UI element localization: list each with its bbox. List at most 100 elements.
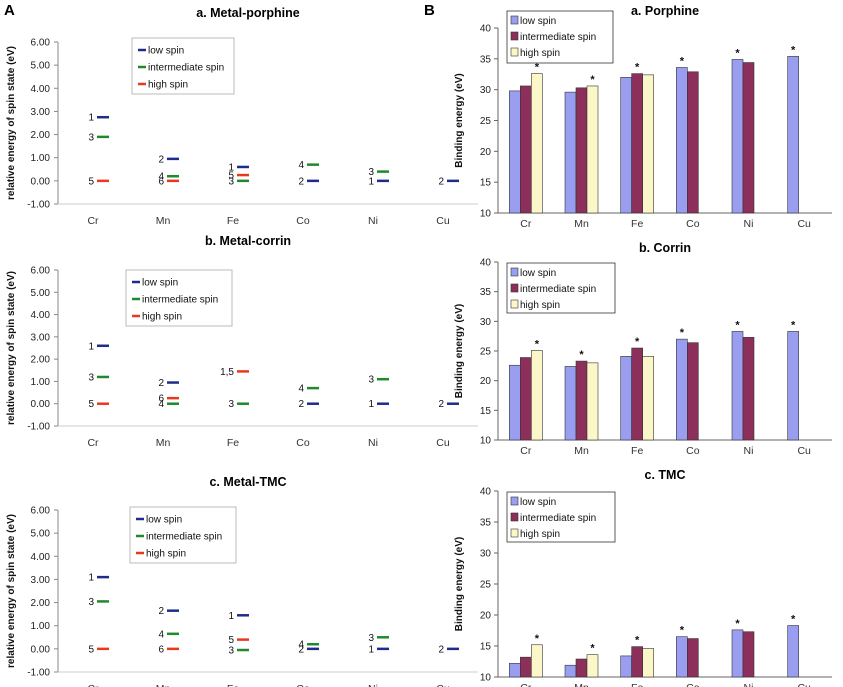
y-axis-label: Binding energy (eV) <box>454 304 465 398</box>
x-category-label: Mn <box>574 445 589 457</box>
bar-low-spin <box>731 629 744 678</box>
x-category-label: Ni <box>744 218 754 230</box>
y-tick-label: 10 <box>480 673 492 684</box>
bar-low-spin <box>620 356 632 441</box>
significance-star: * <box>635 336 640 348</box>
y-axis-label: relative energy of spin state (eV) <box>6 271 17 425</box>
x-category-label: Co <box>296 683 310 687</box>
multiplicity-label: 1 <box>368 644 374 655</box>
chart-title: b. Corrin <box>639 241 691 255</box>
legend-label: intermediate spin <box>520 284 596 295</box>
y-tick-label: 40 <box>480 258 492 269</box>
x-category-label: Co <box>296 437 310 449</box>
energy-chart-0: a. Metal-porphine -1.00 0.00 1.00 2.00 3.00 4.… <box>6 6 478 227</box>
x-category-label: Ni <box>368 215 378 227</box>
multiplicity-label: 5 <box>228 171 234 182</box>
y-tick-label: 6.00 <box>31 38 51 49</box>
significance-star: * <box>791 614 796 626</box>
legend-label: high spin <box>142 312 182 323</box>
legend-box <box>506 262 616 314</box>
bar-intermediate-spin <box>575 658 588 678</box>
x-category-label: Ni <box>744 682 754 687</box>
y-tick-label: 0.00 <box>31 399 51 410</box>
y-tick-label: 25 <box>480 116 492 127</box>
x-category-label: Cu <box>436 215 450 227</box>
legend-swatch-intermediate-spin <box>510 31 519 41</box>
significance-star: * <box>735 319 740 331</box>
multiplicity-label: 2 <box>298 176 304 187</box>
bar-high-spin <box>642 648 654 678</box>
legend-label: intermediate spin <box>148 63 224 74</box>
y-tick-label: 5.00 <box>31 61 51 72</box>
legend-swatch-low-spin <box>510 15 519 25</box>
legend-label: high spin <box>520 300 560 311</box>
multiplicity-label: 1 <box>228 162 234 173</box>
x-category-label: Ni <box>744 445 754 457</box>
x-category-label: Fe <box>227 215 239 227</box>
multiplicity-label: 3 <box>228 176 234 187</box>
legend-label: intermediate spin <box>146 532 222 543</box>
energy-chart-2: c. Metal-TMC -1.00 0.00 1.00 2.00 3.00 4.00 5.0… <box>6 475 478 687</box>
y-tick-label: 40 <box>480 487 492 498</box>
multiplicity-label: 5 <box>88 399 94 410</box>
legend-swatch-high-spin <box>510 528 519 538</box>
y-tick-label: 1.00 <box>31 621 51 632</box>
significance-star: * <box>680 327 685 339</box>
bar-low-spin <box>509 90 521 214</box>
y-axis-label: Binding energy (eV) <box>454 73 465 167</box>
chart-title: c. Metal-TMC <box>209 475 286 489</box>
bar-chart-3: a. Porphine 10 15 20 25 30 35 40 Cr Mn Fe Co Ni Cu Bin… <box>454 4 832 230</box>
x-category-label: Cu <box>436 437 450 449</box>
bar-low-spin <box>787 625 799 678</box>
y-tick-label: 4.00 <box>31 310 51 321</box>
x-category-label: Mn <box>156 215 171 227</box>
bar-low-spin <box>620 77 632 214</box>
bar-high-spin <box>531 350 543 441</box>
legend-label: low spin <box>142 278 178 289</box>
legend-swatch-high-spin <box>510 47 519 57</box>
chart-title: c. TMC <box>645 468 686 482</box>
multiplicity-label: 3 <box>368 375 374 386</box>
chart-title: b. Metal-corrin <box>205 234 291 248</box>
bar-intermediate-spin <box>687 342 699 441</box>
chart-title: a. Metal-porphine <box>196 6 300 20</box>
y-tick-label: 15 <box>480 406 492 417</box>
multiplicity-label: 1,5 <box>220 367 234 378</box>
bar-high-spin <box>531 644 543 678</box>
y-axis-label: Binding energy (eV) <box>454 537 465 631</box>
bar-intermediate-spin <box>631 347 643 441</box>
y-tick-label: 35 <box>480 518 492 529</box>
y-tick-label: 3.00 <box>31 107 51 118</box>
y-tick-label: 0.00 <box>31 644 51 655</box>
legend-label: low spin <box>520 16 556 27</box>
x-category-label: Fe <box>631 218 643 230</box>
multiplicity-label: 3 <box>88 132 94 143</box>
x-category-label: Co <box>686 218 700 230</box>
y-tick-label: 30 <box>480 85 492 96</box>
x-category-label: Fe <box>227 437 239 449</box>
bar-intermediate-spin <box>631 646 643 678</box>
multiplicity-label: 4 <box>158 172 164 183</box>
bar-low-spin <box>509 364 521 441</box>
y-tick-label: 0.00 <box>31 176 51 187</box>
panel-letter-a: A <box>4 2 15 19</box>
multiplicity-label: 5 <box>228 635 234 646</box>
x-category-label: Ni <box>368 683 378 687</box>
panel-letter-b: B <box>424 2 435 19</box>
x-category-label: Ni <box>368 437 378 449</box>
legend-box <box>506 491 616 543</box>
multiplicity-label: 2 <box>298 644 304 655</box>
legend-swatch-intermediate-spin <box>510 512 519 522</box>
legend-label: high spin <box>520 529 560 540</box>
bar-intermediate-spin <box>575 360 588 441</box>
x-category-label: Co <box>686 682 700 687</box>
x-category-label: Cr <box>520 682 532 687</box>
x-category-label: Cr <box>87 437 99 449</box>
x-category-label: Cr <box>520 445 532 457</box>
x-category-label: Co <box>686 445 700 457</box>
significance-star: * <box>579 349 584 361</box>
bar-intermediate-spin <box>687 638 699 678</box>
significance-star: * <box>680 625 685 637</box>
multiplicity-label: 2 <box>438 399 444 410</box>
x-category-label: Fe <box>631 682 643 687</box>
